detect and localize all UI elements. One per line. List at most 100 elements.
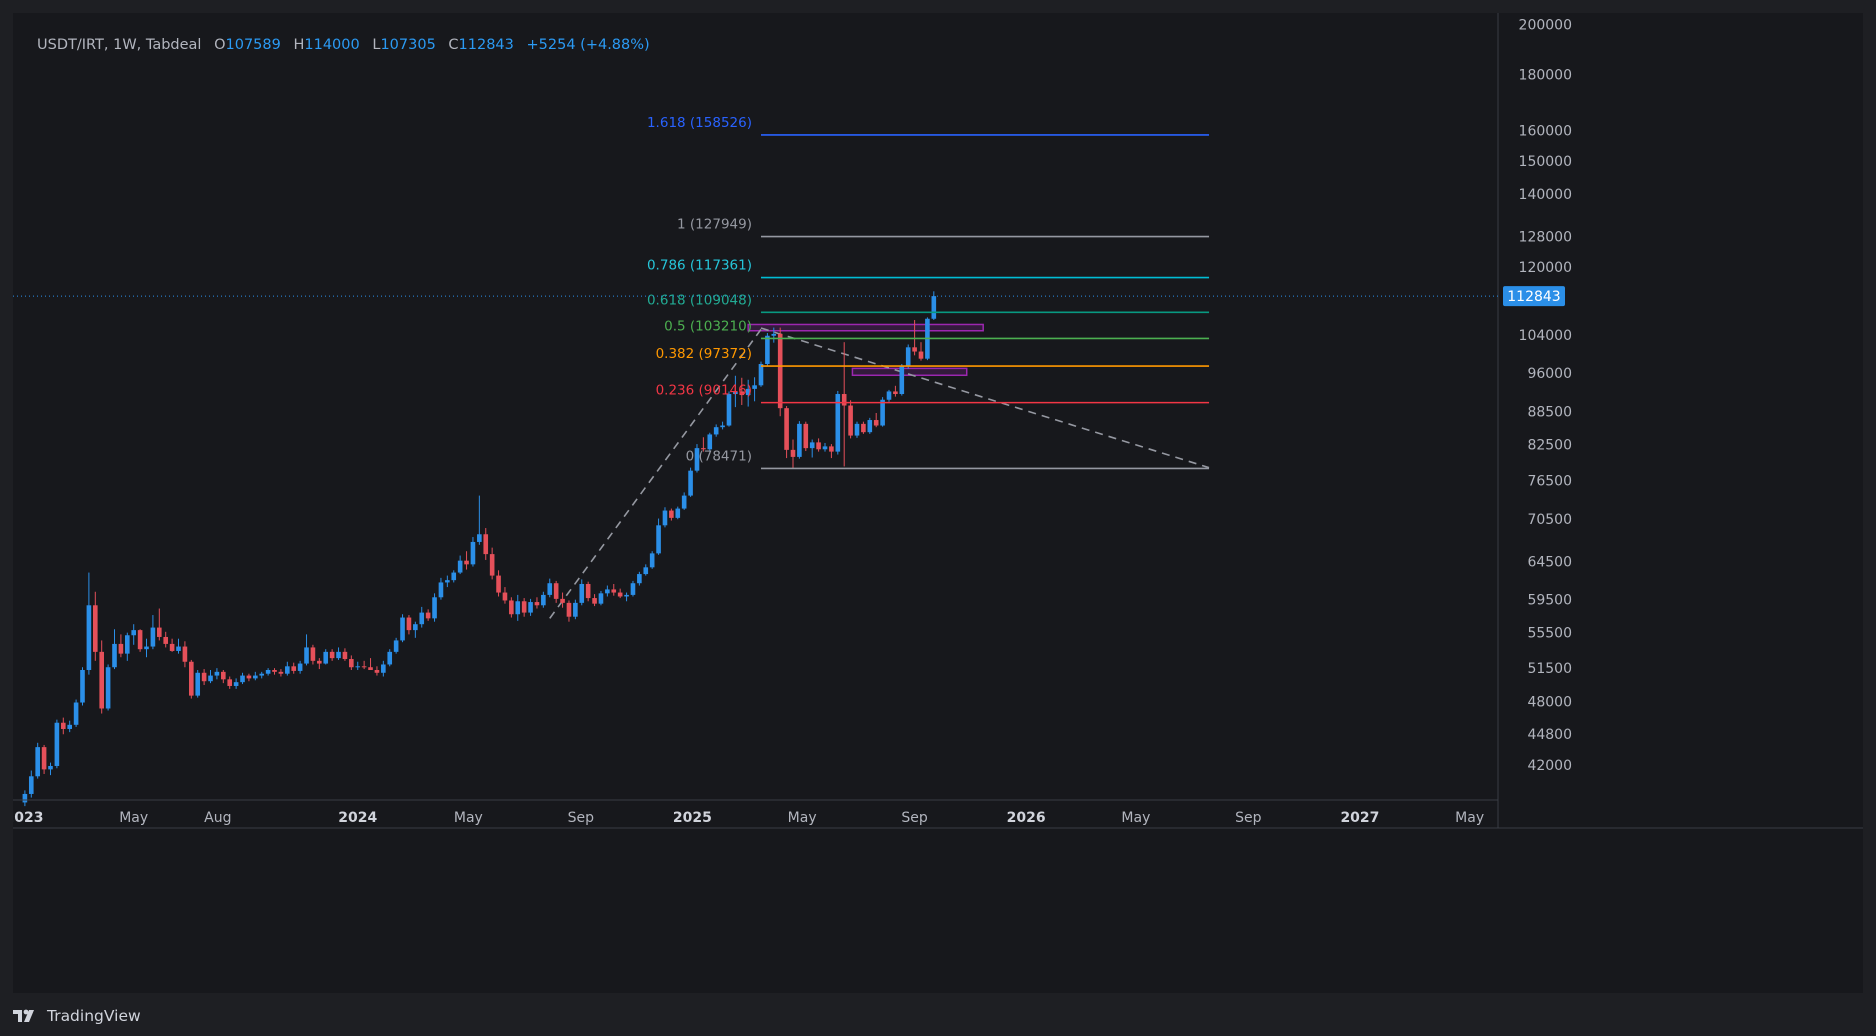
candle-body	[445, 580, 450, 583]
candle-body	[483, 534, 489, 555]
candle-body	[733, 391, 738, 395]
time-tick-label: Sep	[1235, 810, 1262, 826]
candle-body	[477, 534, 482, 542]
candle-body	[758, 363, 764, 386]
candle-body	[124, 635, 130, 654]
candle-body	[765, 335, 770, 364]
candle-body	[496, 575, 501, 593]
candle-body	[438, 582, 444, 598]
candle-body	[579, 583, 585, 603]
candle-body	[387, 651, 393, 665]
candle-body	[182, 646, 188, 662]
candle-body	[790, 449, 796, 457]
candle-body	[297, 663, 303, 671]
candle-body	[60, 722, 66, 729]
candle-body	[893, 391, 898, 395]
time-tick-label: Sep	[568, 810, 595, 826]
time-tick-label: Aug	[204, 810, 231, 826]
candle-body	[336, 651, 341, 659]
time-tick-label: 2023	[13, 810, 43, 826]
price-tick-label: 70500	[1527, 512, 1572, 528]
candle-body	[822, 446, 828, 450]
candle-body	[419, 612, 425, 625]
candle-body	[310, 647, 316, 661]
time-tick-label: May	[1455, 810, 1484, 826]
candle-body	[630, 583, 636, 595]
trend-line	[549, 328, 762, 619]
change-value: +5254 (+4.88%)	[526, 37, 650, 53]
candle-body	[707, 434, 713, 450]
candle-body	[713, 427, 719, 435]
candle-body	[681, 495, 687, 509]
candle-body	[176, 646, 181, 651]
candle-body	[848, 405, 853, 436]
candle-body	[598, 593, 604, 604]
candle-body	[585, 583, 591, 599]
candle-body	[816, 442, 821, 450]
supply-zone-box	[851, 367, 968, 377]
candle-body	[48, 765, 53, 770]
candle-body	[605, 589, 610, 594]
candle-body	[809, 442, 815, 449]
price-tick-label: 88500	[1527, 404, 1572, 420]
candle-body	[144, 646, 149, 650]
fib-level-label: 0.5 (103210)	[664, 318, 752, 334]
candle-body	[854, 423, 860, 436]
candle-body	[195, 672, 201, 696]
candle-body	[771, 333, 777, 336]
time-tick-label: Sep	[901, 810, 928, 826]
candle-body	[355, 666, 361, 668]
last-price-label: 112843	[1507, 289, 1560, 305]
fib-level-label: 0.236 (90146)	[656, 383, 752, 399]
price-tick-label: 64500	[1527, 554, 1572, 570]
candle-body	[617, 592, 623, 597]
price-tick-label: 59500	[1527, 593, 1572, 609]
candle-body	[246, 675, 252, 679]
candle-body	[528, 602, 533, 613]
candle-body	[643, 567, 649, 575]
candle-body	[573, 602, 578, 617]
price-chart[interactable]: 1.618 (158526) 1 (127949) 0.786 (117361) 0.…	[13, 13, 1863, 993]
candle-body	[381, 664, 386, 673]
symbol-legend: USDT/IRT, 1W, Tabdeal O107589 H114000 L1…	[37, 37, 650, 53]
candle-body	[208, 675, 213, 682]
candle-body	[515, 601, 521, 615]
candle-body	[534, 602, 540, 606]
candle-body	[112, 643, 117, 668]
candle-body	[118, 643, 124, 654]
close-value: 112843	[458, 37, 514, 53]
candle-body	[797, 423, 802, 457]
candle-body	[694, 448, 700, 471]
candle-body	[432, 597, 437, 619]
candle-body	[880, 399, 885, 426]
candle-body	[406, 617, 412, 631]
candle-body	[67, 724, 72, 729]
candle-body	[131, 630, 137, 636]
candle-body	[675, 508, 681, 518]
time-tick-label: May	[119, 810, 148, 826]
candle-body	[867, 420, 873, 433]
tradingview-branding[interactable]: TradingView	[13, 1006, 141, 1026]
last-price-badge	[1503, 286, 1565, 307]
chart-pane[interactable]: 1.618 (158526) 1 (127949) 0.786 (117361) 0.…	[13, 13, 1863, 993]
close-label: C	[448, 37, 459, 53]
candle-body	[157, 627, 162, 637]
fib-level-label: 0.786 (117361)	[647, 258, 752, 274]
price-tick-label: 42000	[1527, 758, 1572, 774]
low-label: L	[372, 37, 381, 53]
candle-body	[342, 651, 348, 660]
low-value: 107305	[380, 37, 436, 53]
candle-body	[752, 385, 757, 389]
candle-body	[240, 675, 245, 683]
time-tick-label: 2024	[338, 810, 377, 826]
time-tick-label: May	[1121, 810, 1150, 826]
candle-body	[150, 627, 156, 647]
candle-body	[656, 525, 661, 554]
candle-body	[745, 388, 751, 396]
candle-body	[28, 776, 34, 794]
time-tick-label: May	[788, 810, 817, 826]
brand-name: TradingView	[47, 1007, 141, 1025]
candle-body	[329, 651, 335, 659]
candle-body	[918, 351, 924, 359]
candle-body	[669, 510, 674, 518]
